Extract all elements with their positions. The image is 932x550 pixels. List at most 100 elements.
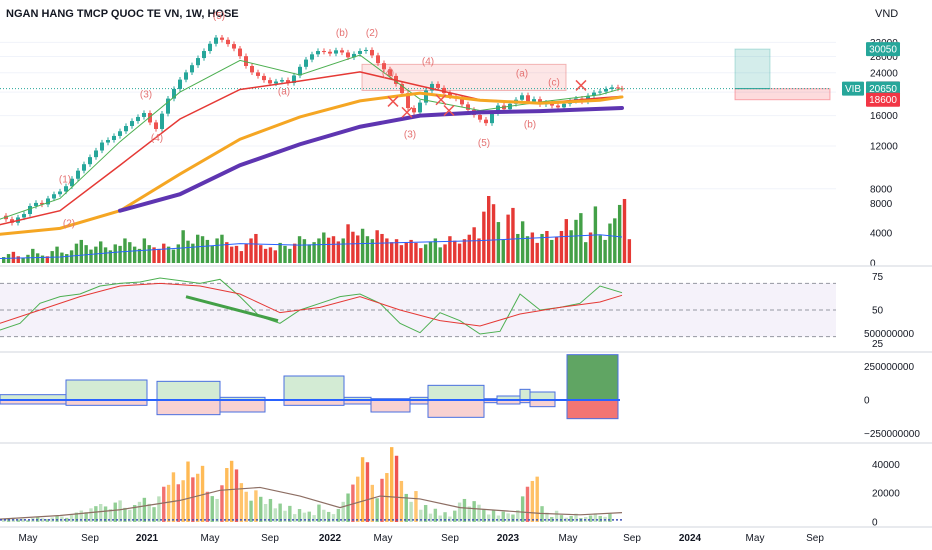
inflow-block <box>156 380 221 401</box>
oscillator-bar <box>181 480 185 522</box>
oscillator-bar <box>385 473 389 522</box>
volume-bar <box>128 242 132 263</box>
oscillator-bar <box>477 504 481 522</box>
time-axis-label: Sep <box>441 533 459 544</box>
candle-body <box>610 87 614 89</box>
volume-bar <box>21 257 25 263</box>
rsi-axis-label: 50 <box>872 306 884 317</box>
volume-bar <box>234 245 239 263</box>
volume-ma-line <box>0 234 623 260</box>
volume-bar <box>414 242 418 263</box>
candle-body <box>400 83 404 94</box>
oscillator-bar <box>128 509 132 522</box>
volume-bar <box>225 242 229 263</box>
oscillator-bar <box>162 486 166 522</box>
currency-selector[interactable]: VND <box>875 8 899 20</box>
moving-average-ma_short <box>0 54 623 220</box>
candle-body <box>208 43 212 52</box>
volume-bar <box>482 211 486 263</box>
volume-bar <box>55 246 59 263</box>
divergence-line <box>185 295 279 323</box>
oscillator-bar <box>326 511 331 522</box>
oscillator-bar <box>501 511 505 522</box>
candle-body <box>22 214 26 218</box>
volume-bar <box>200 236 205 263</box>
volume-bar <box>331 236 336 263</box>
rsi-axis-label: 75 <box>872 272 884 283</box>
time-axis-label: May <box>201 533 220 544</box>
cross-mark <box>401 106 413 118</box>
oscillator-bar <box>147 503 151 522</box>
flow-axis-label: 500000000 <box>864 329 914 340</box>
time-axis-label: May <box>746 533 765 544</box>
oscillator-bar <box>341 501 345 522</box>
time-axis-label: 2021 <box>136 533 159 544</box>
volume-bar <box>360 228 365 263</box>
oscillator-bar <box>322 509 326 522</box>
oscillator-bar <box>550 516 554 522</box>
wave-label: (2) <box>63 218 75 229</box>
time-axis-label: 2023 <box>497 533 520 544</box>
candle-body <box>316 51 320 55</box>
volume-bar <box>147 245 151 263</box>
volume-bar <box>166 246 171 263</box>
oscillator-bar <box>273 508 277 522</box>
volume-bar <box>336 241 341 263</box>
price-axis-label: 24000 <box>870 68 898 79</box>
volume-bar <box>472 227 476 263</box>
candle-body <box>328 51 332 54</box>
volume-bar <box>45 256 50 263</box>
price-axis-label: 12000 <box>870 142 898 153</box>
oscillator-bar <box>297 509 302 522</box>
candle-body <box>34 202 38 206</box>
oscillator-bar <box>210 496 214 522</box>
volume-bar <box>564 219 568 263</box>
oscillator-bar <box>423 505 428 522</box>
oscillator-bar <box>487 514 491 522</box>
candle-body <box>124 126 128 132</box>
volume-bar <box>598 235 602 263</box>
oscillator-bar <box>132 505 137 522</box>
volume-bar <box>380 233 384 263</box>
volume-bar <box>613 218 617 263</box>
candle-body <box>28 205 32 215</box>
moving-average-ma_200 <box>118 105 624 213</box>
wave-label: (4) <box>382 68 394 79</box>
candle-body <box>52 194 56 199</box>
price-axis-label: 16000 <box>870 111 898 122</box>
rsi-line-signal <box>0 282 623 327</box>
oscillator-bar <box>317 504 321 522</box>
candle-body <box>238 48 242 57</box>
candle-body <box>94 150 98 158</box>
time-axis-label: Sep <box>261 533 279 544</box>
volume-bar <box>433 238 438 263</box>
outflow-block <box>370 399 411 413</box>
oscillator-bar <box>554 510 559 522</box>
wave-label: (5) <box>478 138 490 149</box>
wave-label: (a) <box>516 68 528 79</box>
volume-bar <box>99 241 103 263</box>
candle-body <box>298 66 302 76</box>
volume-bar <box>525 236 530 263</box>
volume-bar <box>627 239 632 263</box>
volume-bar <box>239 251 244 263</box>
volume-bar <box>254 233 258 263</box>
oscillator-bar <box>530 480 535 522</box>
candle-body <box>142 113 146 117</box>
wave-label: (2) <box>366 28 378 39</box>
inflow-block <box>529 391 556 401</box>
oscillator-bar <box>598 515 602 522</box>
volume-bar <box>84 245 88 263</box>
oscillator-bar <box>191 477 195 522</box>
volume-bar <box>273 250 277 263</box>
oscillator-bar <box>171 472 176 522</box>
volume-bar <box>16 256 20 263</box>
oscillator-bar <box>404 493 408 522</box>
volume-bar <box>162 243 166 263</box>
volume-bar <box>559 230 564 263</box>
oscillator-bar <box>118 500 122 522</box>
volume-bar <box>326 237 331 263</box>
oscillator-bar <box>55 515 59 522</box>
flow-axis-label: 250000000 <box>864 362 914 373</box>
